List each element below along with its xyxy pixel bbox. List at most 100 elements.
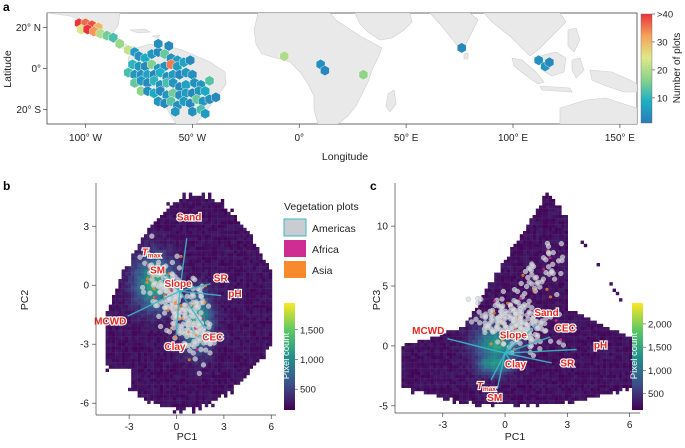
density-cell xyxy=(542,202,545,205)
density-cell xyxy=(465,337,468,340)
density-cell xyxy=(234,218,237,221)
density-cell xyxy=(481,401,484,404)
density-cell xyxy=(160,353,163,356)
density-cell xyxy=(243,292,246,295)
density-cell xyxy=(485,349,488,352)
density-cell xyxy=(182,225,185,228)
density-cell xyxy=(243,279,246,282)
density-cell xyxy=(138,250,141,253)
density-cell xyxy=(262,266,265,269)
density-cell xyxy=(176,244,179,247)
density-cell xyxy=(414,369,417,372)
density-cell xyxy=(138,375,141,378)
density-cell xyxy=(227,215,230,218)
density-cell xyxy=(128,343,131,346)
map-y-tick-label: 0° xyxy=(31,64,41,75)
density-cell xyxy=(437,362,440,365)
density-cell xyxy=(542,231,545,234)
density-cell xyxy=(230,231,233,234)
density-cell xyxy=(517,388,520,391)
density-cell xyxy=(214,301,217,304)
density-cell xyxy=(513,404,516,407)
density-cell xyxy=(128,305,131,308)
density-cell xyxy=(141,330,144,333)
density-cell xyxy=(182,388,185,391)
density-cell xyxy=(205,209,208,212)
density-cell xyxy=(179,391,182,394)
density-cell xyxy=(539,375,542,378)
density-cell xyxy=(218,260,221,263)
density-cell xyxy=(147,314,150,317)
density-cell xyxy=(227,321,230,324)
density-cell xyxy=(112,340,115,343)
density-cell xyxy=(456,388,459,391)
density-cell xyxy=(118,359,121,362)
density-cell xyxy=(555,237,558,240)
density-cell xyxy=(552,209,555,212)
vegetation-plot-point xyxy=(197,371,202,376)
density-cell xyxy=(214,221,217,224)
density-cell xyxy=(221,346,224,349)
density-cell xyxy=(549,196,552,199)
density-cell xyxy=(520,372,523,375)
density-cell xyxy=(166,314,169,317)
density-cell xyxy=(163,317,166,320)
density-cell xyxy=(166,260,169,263)
density-cell xyxy=(549,228,552,231)
density-cell xyxy=(256,257,259,260)
density-cell xyxy=(173,372,176,375)
density-cell xyxy=(414,346,417,349)
density-cell xyxy=(179,244,182,247)
density-cell xyxy=(545,205,548,208)
density-cell xyxy=(170,241,173,244)
density-cell xyxy=(513,253,516,256)
density-cell xyxy=(440,340,443,343)
density-cell xyxy=(437,372,440,375)
density-cell xyxy=(262,285,265,288)
density-cell xyxy=(246,237,249,240)
density-cell xyxy=(198,276,201,279)
density-cell xyxy=(128,282,131,285)
density-cell xyxy=(529,231,532,234)
density-cell xyxy=(214,365,217,368)
density-cell xyxy=(224,231,227,234)
density-cell xyxy=(234,381,237,384)
vegetation-plot-point xyxy=(157,290,162,295)
density-cell xyxy=(269,305,272,308)
density-cell xyxy=(459,391,462,394)
density-cell xyxy=(536,241,539,244)
density-cell xyxy=(469,372,472,375)
density-cell xyxy=(472,337,475,340)
density-cell xyxy=(224,330,227,333)
density-cell xyxy=(221,375,224,378)
density-cell xyxy=(526,375,529,378)
density-cell xyxy=(539,298,542,301)
density-cell xyxy=(246,321,249,324)
density-cell xyxy=(510,250,513,253)
density-cell xyxy=(134,375,137,378)
density-cell xyxy=(401,378,404,381)
density-cell xyxy=(253,298,256,301)
density-cell xyxy=(163,215,166,218)
density-cell xyxy=(533,257,536,260)
density-cell xyxy=(552,298,555,301)
density-cell xyxy=(250,244,253,247)
density-cell xyxy=(430,391,433,394)
density-cell xyxy=(160,397,163,400)
density-cell xyxy=(269,311,272,314)
density-cell xyxy=(208,369,211,372)
density-cell xyxy=(558,221,561,224)
density-cell xyxy=(269,276,272,279)
density-cell xyxy=(256,356,259,359)
density-cell xyxy=(555,397,558,400)
density-cell xyxy=(478,375,481,378)
density-cell xyxy=(179,375,182,378)
vegetation-plot-point xyxy=(174,336,177,339)
vegetation-plot-point xyxy=(193,357,198,362)
density-cell xyxy=(555,212,558,215)
density-cell xyxy=(485,369,488,372)
density-cell xyxy=(224,298,227,301)
density-cell xyxy=(449,353,452,356)
density-cell xyxy=(163,257,166,260)
density-cell xyxy=(131,257,134,260)
